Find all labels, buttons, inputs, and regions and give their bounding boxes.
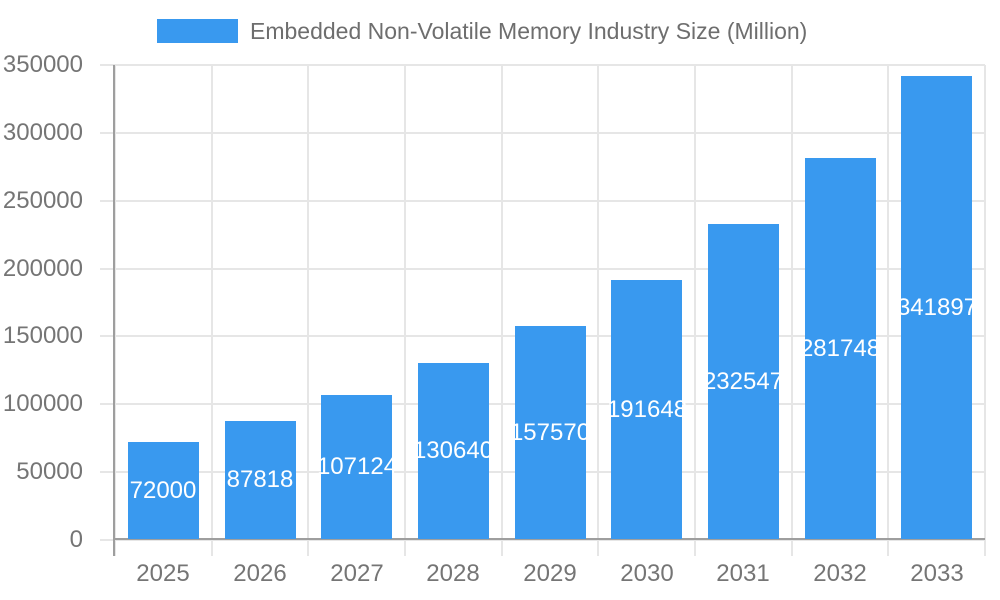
x-gridline — [887, 65, 890, 556]
x-axis-baseline — [115, 538, 985, 540]
x-gridline — [307, 65, 310, 556]
x-gridline — [404, 65, 406, 556]
x-gridline — [114, 65, 116, 556]
bar-2030[interactable] — [611, 280, 682, 539]
bar-2033[interactable] — [901, 76, 972, 539]
x-gridline — [210, 65, 213, 556]
x-gridline — [597, 65, 600, 556]
x-axis-tick-label: 2031 — [716, 560, 770, 587]
legend-swatch — [157, 19, 238, 43]
chart-legend: Embedded Non-Volatile Memory Industry Si… — [157, 17, 807, 45]
legend-label: Embedded Non-Volatile Memory Industry Si… — [250, 17, 808, 44]
bar-2025[interactable] — [128, 442, 199, 539]
x-gridline — [790, 65, 793, 556]
y-axis-tick-label: 0 — [69, 526, 83, 553]
y-axis-tick-label: 300000 — [2, 118, 83, 146]
x-axis-tick-label: 2027 — [330, 560, 384, 587]
y-axis-line — [113, 65, 115, 556]
y-axis-tick-label: 150000 — [2, 322, 83, 350]
y-axis-tick-label: 350000 — [2, 51, 83, 78]
x-axis-tick-label: 2026 — [233, 560, 287, 587]
y-gridline — [100, 267, 985, 270]
y-gridline — [100, 131, 985, 134]
x-gridline — [500, 65, 503, 556]
y-gridline — [100, 199, 985, 202]
x-gridline — [694, 65, 696, 556]
x-axis-tick-label: 2028 — [426, 560, 480, 587]
bar-2028[interactable] — [418, 363, 489, 539]
bar-2032[interactable] — [805, 158, 876, 539]
y-gridline — [100, 64, 985, 66]
x-axis-tick-label: 2029 — [523, 560, 577, 587]
x-gridline — [984, 65, 986, 556]
y-axis-tick-label: 100000 — [2, 390, 83, 418]
y-axis-tick-label: 250000 — [2, 186, 83, 214]
bar-2031[interactable] — [708, 224, 779, 539]
y-axis-tick-label: 50000 — [16, 458, 83, 486]
bar-2027[interactable] — [321, 395, 392, 539]
y-axis-tick-label: 200000 — [2, 254, 83, 282]
plot-area: 0 50000 100000 150000 200000 250000 300000 3500… — [3, 51, 986, 587]
x-axis-tick-label: 2032 — [813, 560, 867, 587]
y-gridline — [100, 539, 985, 541]
bar-2029[interactable] — [515, 326, 586, 539]
x-axis-tick-label: 2025 — [136, 560, 190, 587]
bar-2026[interactable] — [225, 421, 296, 539]
x-axis-tick-label: 2030 — [620, 560, 674, 587]
x-axis-tick-label: 2033 — [910, 560, 964, 587]
